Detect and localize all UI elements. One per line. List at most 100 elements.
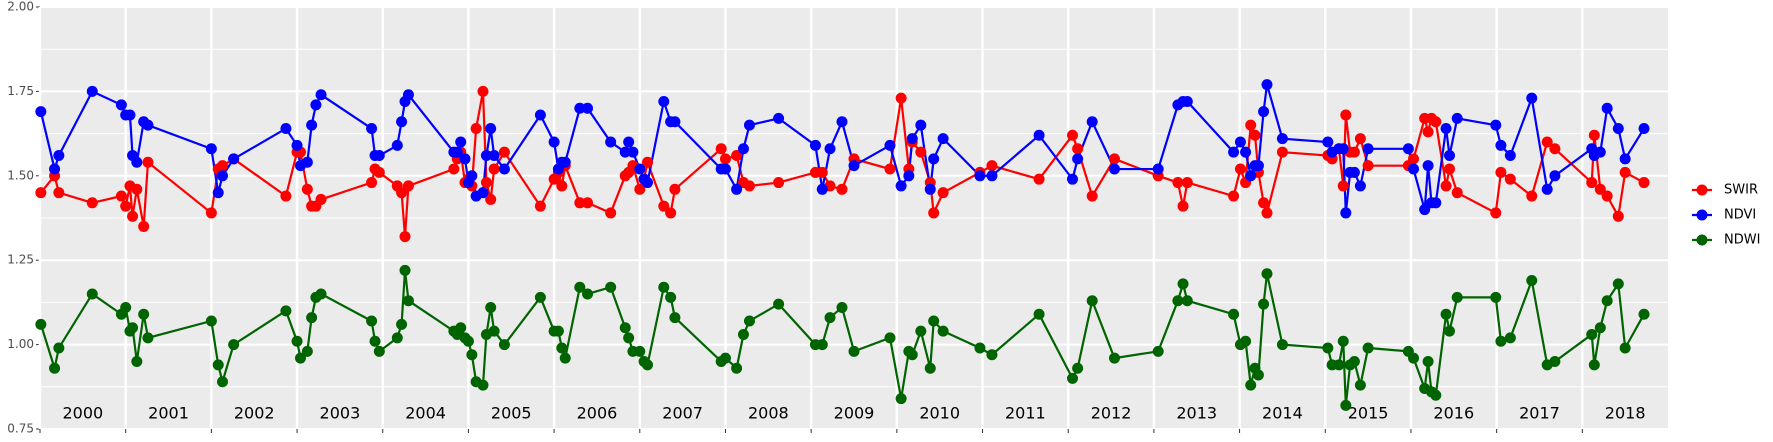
- data-point: [49, 362, 61, 374]
- data-point: [498, 163, 510, 175]
- data-point: [605, 281, 617, 293]
- data-point: [731, 183, 743, 195]
- data-point: [582, 102, 594, 114]
- data-point: [556, 180, 568, 192]
- data-point: [306, 312, 318, 324]
- data-point: [86, 288, 98, 300]
- legend-marker: [1696, 209, 1708, 221]
- data-point: [737, 143, 749, 155]
- data-point: [974, 342, 986, 354]
- data-point: [115, 99, 127, 111]
- data-point: [665, 207, 677, 219]
- data-point: [477, 187, 489, 199]
- legend-label: NDWI: [1724, 233, 1760, 248]
- data-point: [669, 312, 681, 324]
- year-label: 2015: [1348, 404, 1389, 423]
- data-point: [658, 96, 670, 108]
- data-point: [1261, 268, 1273, 280]
- data-point: [124, 109, 136, 121]
- data-point: [642, 156, 654, 168]
- data-point: [743, 315, 755, 327]
- data-point: [1495, 139, 1507, 151]
- data-point: [928, 207, 940, 219]
- data-point: [824, 312, 836, 324]
- data-point: [1258, 106, 1270, 118]
- data-point: [1228, 190, 1240, 202]
- data-point: [719, 153, 731, 165]
- data-point: [228, 339, 240, 351]
- data-point: [642, 359, 654, 371]
- data-point: [1495, 166, 1507, 178]
- data-point: [138, 308, 150, 320]
- data-point: [1276, 146, 1288, 158]
- data-point: [556, 342, 568, 354]
- data-point: [1245, 170, 1257, 182]
- data-point: [455, 136, 467, 148]
- data-point: [1152, 163, 1164, 175]
- data-point: [986, 349, 998, 361]
- data-point: [373, 166, 385, 178]
- data-point: [1586, 177, 1598, 189]
- data-point: [903, 170, 915, 182]
- data-point: [1440, 308, 1452, 320]
- data-point: [928, 315, 940, 327]
- data-point: [1526, 190, 1538, 202]
- year-label: 2010: [919, 404, 960, 423]
- data-point: [574, 102, 586, 114]
- year-label: 2004: [405, 404, 446, 423]
- data-point: [1354, 133, 1366, 145]
- data-point: [142, 332, 154, 344]
- data-point: [1444, 163, 1456, 175]
- data-point: [1430, 197, 1442, 209]
- series-line: [39, 270, 1645, 406]
- data-point: [396, 116, 408, 128]
- data-point: [205, 143, 217, 155]
- data-point: [1440, 180, 1452, 192]
- data-point: [1322, 136, 1334, 148]
- data-point: [1422, 160, 1434, 172]
- data-point: [1408, 153, 1420, 165]
- data-point: [466, 170, 478, 182]
- data-point: [488, 150, 500, 162]
- data-point: [485, 301, 497, 313]
- data-point: [1228, 146, 1240, 158]
- data-point: [1619, 166, 1631, 178]
- data-point: [1594, 146, 1606, 158]
- data-point: [1638, 308, 1650, 320]
- year-label: 2003: [320, 404, 361, 423]
- data-point: [1354, 379, 1366, 391]
- series-line: [40, 91, 1645, 237]
- data-point: [1526, 92, 1538, 104]
- data-point: [205, 207, 217, 219]
- data-point: [816, 183, 828, 195]
- data-point: [548, 136, 560, 148]
- data-point: [217, 160, 229, 172]
- data-point: [217, 376, 229, 388]
- y-tick-label: 1.50: [7, 168, 34, 182]
- legend-marker: [1696, 184, 1708, 196]
- data-point: [743, 119, 755, 131]
- data-point: [1181, 177, 1193, 189]
- data-point: [1340, 399, 1352, 411]
- data-point: [477, 379, 489, 391]
- data-point: [1504, 173, 1516, 185]
- year-label: 2012: [1091, 404, 1132, 423]
- data-point: [924, 362, 936, 374]
- data-point: [1430, 389, 1442, 401]
- data-point: [1495, 335, 1507, 347]
- data-point: [448, 163, 460, 175]
- data-point: [1549, 143, 1561, 155]
- data-point: [459, 153, 471, 165]
- data-point: [1638, 177, 1650, 189]
- year-label: 2016: [1433, 404, 1474, 423]
- data-point: [1588, 359, 1600, 371]
- data-point: [1430, 116, 1442, 128]
- data-point: [212, 187, 224, 199]
- data-point: [1490, 207, 1502, 219]
- data-point: [1362, 160, 1374, 172]
- data-point: [848, 345, 860, 357]
- data-point: [986, 160, 998, 172]
- data-point: [906, 349, 918, 361]
- data-point: [582, 288, 594, 300]
- data-point: [310, 99, 322, 111]
